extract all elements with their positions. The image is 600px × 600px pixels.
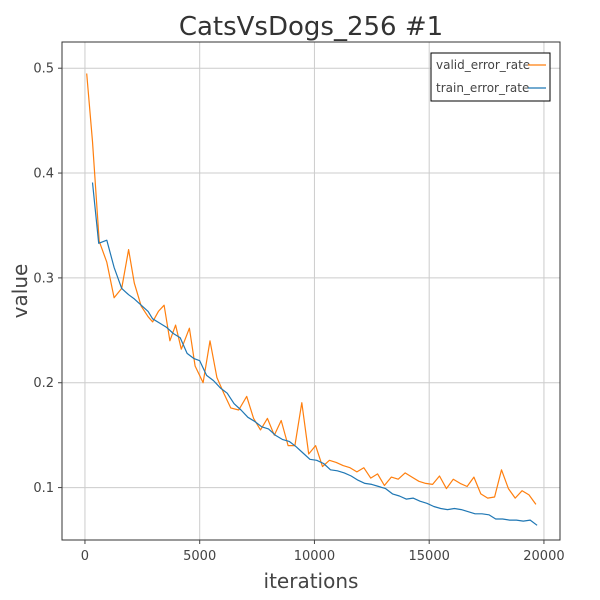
plot-frame (61, 41, 561, 541)
legend-label-valid-error-rate: valid_error_rate (436, 58, 530, 72)
legend-label-train-error-rate: train_error_rate (436, 81, 529, 95)
y-tick-label: 0.1 (33, 481, 54, 496)
x-tick-label: 5000 (183, 549, 216, 564)
y-axis-title: value (8, 264, 32, 319)
x-tick-label: 15000 (409, 549, 450, 564)
y-tick-label: 0.2 (33, 376, 54, 391)
x-axis-ticks: 0 5000 10000 15000 20000 (81, 540, 565, 564)
legend: valid_error_rate train_error_rate (430, 52, 551, 102)
y-tick-label: 0.5 (33, 62, 54, 77)
y-tick-label: 0.4 (33, 167, 54, 182)
series-line-train-error-rate (91, 182, 538, 526)
series-line-valid-error-rate (86, 73, 537, 505)
chart-title: CatsVsDogs_256 #1 (179, 12, 443, 42)
legend-box (430, 52, 551, 102)
x-tick-label: 0 (81, 549, 89, 564)
x-axis-title: iterations (264, 569, 359, 593)
series-lines (86, 73, 538, 526)
y-axis-ticks: 0.1 0.2 0.3 0.4 0.5 (33, 62, 62, 496)
y-tick-label: 0.3 (33, 271, 54, 286)
x-tick-label: 20000 (523, 549, 564, 564)
x-tick-label: 10000 (294, 549, 335, 564)
